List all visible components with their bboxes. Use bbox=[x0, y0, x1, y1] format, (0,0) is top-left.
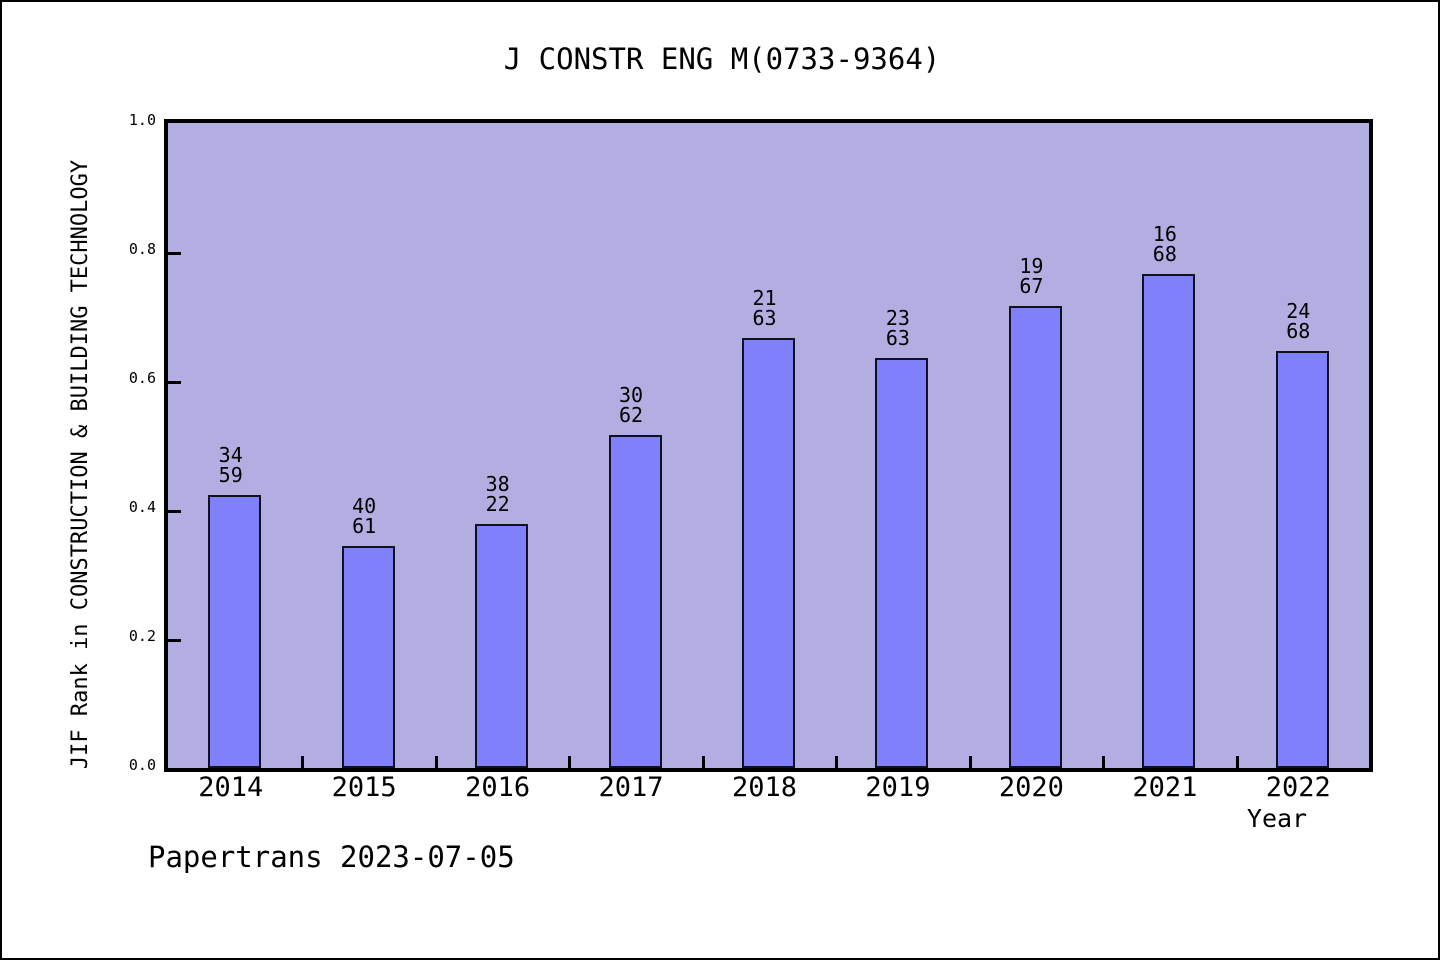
bar-total-value: 59 bbox=[218, 462, 243, 487]
x-axis-tick-mark bbox=[1235, 756, 1239, 768]
bar-rank-value: 21 bbox=[752, 285, 777, 310]
y-axis-title-container: JIF Rank in CONSTRUCTION & BUILDING TECH… bbox=[60, 119, 102, 809]
bar-2022[interactable] bbox=[1275, 350, 1329, 768]
y-axis-tick-label: 0.4 bbox=[128, 498, 156, 516]
bar-value-label: 23 63 bbox=[838, 308, 958, 348]
x-axis-tick-mark bbox=[301, 756, 305, 768]
y-axis-tick-label: 0.2 bbox=[128, 627, 156, 645]
y-axis-tick-label: 0.8 bbox=[128, 240, 156, 258]
x-axis-tick-mark bbox=[1102, 756, 1106, 768]
bar-rank-value: 34 bbox=[218, 442, 243, 467]
y-axis-tick-mark bbox=[168, 381, 181, 384]
bar-rank-value: 38 bbox=[485, 472, 510, 497]
bar-total-value: 63 bbox=[885, 326, 910, 351]
bar-total-value: 62 bbox=[619, 403, 644, 428]
x-axis-tick-label-2016: 2016 bbox=[465, 772, 531, 803]
x-axis-tick-label-2015: 2015 bbox=[331, 772, 397, 803]
x-axis-tick-mark bbox=[701, 756, 705, 768]
bar-total-value: 68 bbox=[1286, 318, 1311, 343]
plot-area bbox=[164, 119, 1373, 772]
x-axis-tick-mark bbox=[568, 756, 572, 768]
bar-2016[interactable] bbox=[475, 524, 529, 768]
bar-value-label: 19 67 bbox=[971, 256, 1091, 296]
bar-total-value: 61 bbox=[352, 514, 377, 539]
bar-value-label: 38 22 bbox=[438, 474, 558, 514]
bar-rank-value: 24 bbox=[1286, 298, 1311, 323]
y-axis-tick-mark bbox=[168, 252, 181, 255]
bar-total-value: 68 bbox=[1152, 241, 1177, 266]
x-axis-tick-label-2014: 2014 bbox=[198, 772, 264, 803]
bar-total-value: 22 bbox=[485, 492, 510, 517]
bar-2015[interactable] bbox=[341, 546, 395, 768]
bar-value-label: 40 61 bbox=[304, 496, 424, 536]
x-axis-tick-label-2021: 2021 bbox=[1132, 772, 1198, 803]
bar-total-value: 67 bbox=[1019, 273, 1044, 298]
x-axis-tick-label-2017: 2017 bbox=[598, 772, 664, 803]
y-axis-tick-mark bbox=[168, 639, 181, 642]
y-axis-tick-label: 1.0 bbox=[128, 111, 156, 129]
bar-rank-value: 30 bbox=[619, 383, 644, 408]
bar-value-label: 30 62 bbox=[571, 385, 691, 425]
bar-2014[interactable] bbox=[208, 494, 262, 768]
bar-rank-value: 40 bbox=[352, 494, 377, 519]
bar-rank-value: 23 bbox=[885, 306, 910, 331]
x-axis-title: Year bbox=[1246, 804, 1308, 833]
x-axis-tick-label-2018: 2018 bbox=[731, 772, 798, 803]
bar-2021[interactable] bbox=[1142, 273, 1196, 768]
y-axis-tick-mark bbox=[168, 510, 181, 513]
bar-rank-value: 16 bbox=[1152, 221, 1177, 246]
y-axis-tick-label: 0.6 bbox=[128, 369, 156, 387]
x-axis-tick-label-2020: 2020 bbox=[998, 772, 1064, 803]
bar-2018[interactable] bbox=[742, 337, 795, 768]
bar-2020[interactable] bbox=[1008, 305, 1062, 768]
bar-total-value: 63 bbox=[752, 305, 777, 330]
bar-value-label: 16 68 bbox=[1105, 224, 1225, 264]
x-axis-tick-mark bbox=[835, 756, 839, 768]
bar-value-label: 34 59 bbox=[171, 445, 291, 485]
bar-2019[interactable] bbox=[875, 358, 929, 768]
chart-title: J CONSTR ENG M(0733-9364) bbox=[503, 42, 941, 76]
plot-inner bbox=[168, 123, 1369, 768]
bar-value-label: 24 68 bbox=[1238, 301, 1358, 341]
y-axis-tick-label: 0.0 bbox=[128, 756, 156, 774]
x-axis-tick-label-2019: 2019 bbox=[865, 772, 931, 803]
bar-value-label: 21 63 bbox=[705, 288, 825, 328]
x-axis-tick-label-2022: 2022 bbox=[1265, 772, 1331, 803]
bar-rank-value: 19 bbox=[1019, 253, 1044, 278]
x-axis-tick-mark bbox=[968, 756, 972, 768]
bar-2017[interactable] bbox=[608, 435, 662, 768]
footer-caption: Papertrans 2023-07-05 bbox=[148, 840, 515, 874]
x-axis-tick-mark bbox=[434, 756, 438, 768]
